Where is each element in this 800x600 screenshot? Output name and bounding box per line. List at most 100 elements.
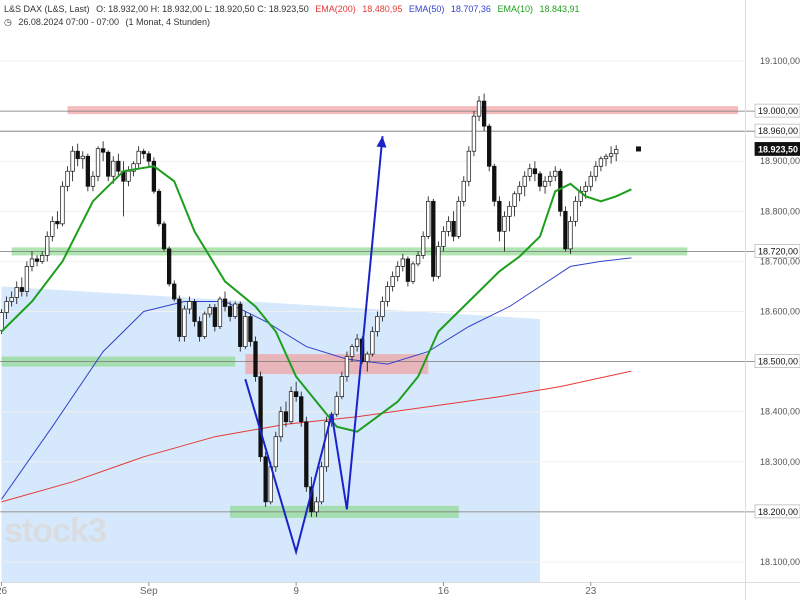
candle bbox=[563, 206, 568, 252]
candle-body-up bbox=[365, 353, 370, 362]
candle bbox=[314, 496, 319, 517]
candle-body-down bbox=[537, 173, 543, 187]
candle-body-up bbox=[400, 258, 405, 267]
candle-body-up bbox=[410, 263, 416, 282]
level-label-box bbox=[754, 142, 800, 156]
candle-body-up bbox=[476, 100, 482, 117]
candle-body-up bbox=[65, 170, 70, 187]
y-tick-label: 19.100,00 bbox=[760, 56, 800, 66]
y-tick-label: 18.100,00 bbox=[760, 557, 800, 567]
candle-body-up bbox=[80, 155, 85, 160]
candle-body-down bbox=[299, 396, 304, 423]
candle-body-down bbox=[304, 421, 309, 488]
candle bbox=[187, 296, 192, 315]
candle bbox=[446, 216, 451, 237]
candle-body-down bbox=[19, 287, 24, 292]
candle-body-down bbox=[253, 341, 258, 377]
candle-body-up bbox=[375, 316, 380, 332]
clock-icon: ◷ bbox=[4, 17, 12, 27]
level-label: 18.200,00 bbox=[758, 507, 798, 517]
candle bbox=[258, 371, 263, 462]
candle bbox=[278, 406, 284, 442]
y-tick-label: 18.900,00 bbox=[760, 156, 800, 166]
candle-body-up bbox=[39, 255, 45, 262]
candle bbox=[288, 386, 294, 425]
candle-body-down bbox=[222, 298, 228, 307]
candle bbox=[466, 146, 472, 187]
ema10-line bbox=[0, 165, 632, 433]
candle bbox=[603, 153, 609, 167]
candle-body-down bbox=[151, 160, 157, 192]
candle-body-up bbox=[603, 155, 609, 160]
candle bbox=[243, 311, 248, 350]
candle-body-up bbox=[420, 236, 426, 256]
candle-body-down bbox=[263, 456, 268, 503]
candle-body-down bbox=[100, 148, 106, 153]
candle-body-down bbox=[451, 220, 456, 237]
ohlc-readout: O: 18.932,00 H: 18.932,00 L: 18.920,50 C… bbox=[96, 4, 309, 14]
candle-body-up bbox=[4, 301, 9, 313]
candle bbox=[141, 148, 146, 159]
candle-body-down bbox=[563, 210, 568, 250]
candle-body-down bbox=[116, 160, 121, 172]
x-tick-label: 26 bbox=[0, 586, 7, 597]
candle-body-up bbox=[344, 356, 350, 377]
candle-body-up bbox=[573, 200, 578, 222]
candle-body-down bbox=[34, 258, 40, 262]
candle-body-up bbox=[50, 220, 55, 237]
candle-body-up bbox=[334, 396, 339, 415]
candle-body-up bbox=[471, 115, 477, 152]
candle bbox=[502, 211, 507, 252]
candle-body-down bbox=[197, 321, 202, 337]
chart-header-line-1: L&S DAX (L&S, Last) O: 18.932,00 H: 18.9… bbox=[4, 4, 584, 14]
level-label: 19.000,00 bbox=[758, 106, 798, 116]
candle bbox=[410, 261, 416, 284]
candle bbox=[568, 216, 573, 254]
candle bbox=[507, 201, 512, 232]
candle bbox=[365, 351, 370, 372]
candle-body-up bbox=[243, 316, 248, 347]
candle bbox=[380, 296, 385, 322]
level-label: 18.500,00 bbox=[758, 357, 798, 367]
candle bbox=[24, 261, 30, 297]
level-label: 18.923,50 bbox=[758, 144, 798, 154]
candle bbox=[588, 171, 593, 192]
candle-body-up bbox=[390, 276, 395, 287]
candle-body-up bbox=[70, 150, 75, 172]
candle bbox=[212, 303, 218, 332]
candle bbox=[522, 171, 527, 197]
candle-body-down bbox=[532, 168, 538, 175]
candle bbox=[492, 163, 497, 207]
candle-body-down bbox=[238, 303, 243, 347]
candle bbox=[426, 196, 431, 239]
candle bbox=[481, 93, 487, 132]
candle bbox=[547, 171, 553, 187]
y-tick-label: 18.400,00 bbox=[760, 407, 800, 417]
candle-body-up bbox=[126, 170, 131, 182]
candle-body-up bbox=[593, 165, 599, 177]
current-price-marker bbox=[636, 146, 641, 152]
candle-body-up bbox=[542, 180, 548, 187]
candle bbox=[339, 371, 345, 400]
candle-body-up bbox=[507, 205, 512, 217]
candle bbox=[441, 226, 446, 252]
candle-body-down bbox=[156, 190, 162, 225]
candle-body-up bbox=[354, 338, 360, 347]
candle bbox=[227, 301, 233, 322]
ema200-line bbox=[1, 370, 632, 503]
candle bbox=[121, 161, 126, 217]
candle-body-down bbox=[212, 307, 218, 327]
resistance-zone bbox=[245, 354, 429, 375]
candle-body-up bbox=[60, 185, 65, 225]
candle bbox=[390, 271, 395, 292]
candle bbox=[106, 150, 111, 182]
candle-body-up bbox=[0, 312, 4, 331]
x-tick-label: 16 bbox=[438, 586, 450, 597]
candle-body-down bbox=[192, 301, 197, 322]
candle-body-up bbox=[207, 307, 212, 315]
candle-body-up bbox=[583, 185, 588, 192]
y-tick-label: 18.600,00 bbox=[760, 307, 800, 317]
candle bbox=[156, 188, 162, 227]
candle-body-down bbox=[55, 220, 60, 225]
candle bbox=[34, 255, 40, 267]
